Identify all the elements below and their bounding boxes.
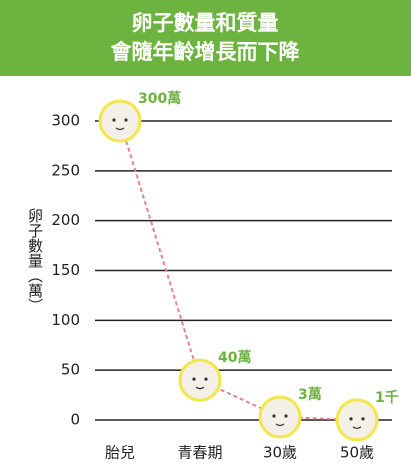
y-tick-label: 250 xyxy=(51,161,80,179)
x-tick-label: 50歲 xyxy=(340,444,374,462)
marker xyxy=(337,400,377,440)
x-tick-label: 胎兒 xyxy=(105,444,135,462)
y-tick-label: 0 xyxy=(70,411,80,429)
face-eye xyxy=(349,417,352,420)
value-label: 1千 xyxy=(375,389,399,406)
face-eye xyxy=(124,118,127,121)
y-tick-label: 100 xyxy=(51,311,80,329)
face-eye xyxy=(192,378,195,381)
face-eye xyxy=(204,378,207,381)
x-tick-label: 青春期 xyxy=(177,444,222,462)
face-eye xyxy=(284,414,287,417)
value-label: 3萬 xyxy=(298,386,322,403)
chart-title: 卵子數量和質量 xyxy=(132,11,279,35)
marker xyxy=(180,360,220,400)
face-eye xyxy=(112,118,115,121)
chart-title: 會隨年齡增長而下降 xyxy=(111,40,301,64)
value-label: 40萬 xyxy=(218,349,251,366)
y-tick-label: 50 xyxy=(61,361,80,379)
x-tick-label: 30歲 xyxy=(263,444,297,462)
value-label: 300萬 xyxy=(138,90,181,107)
y-tick-label: 200 xyxy=(51,211,80,229)
face-eye xyxy=(361,417,364,420)
y-tick-label: 300 xyxy=(51,112,80,130)
y-axis-label: 卵子數量（萬） xyxy=(26,208,44,313)
y-tick-label: 150 xyxy=(51,261,80,279)
marker xyxy=(100,101,140,141)
marker xyxy=(260,397,300,437)
face-eye xyxy=(272,414,275,417)
chart: 卵子數量和質量 會隨年齡增長而下降 卵子數量（萬） 0 50 100 150 200 25… xyxy=(0,0,411,475)
